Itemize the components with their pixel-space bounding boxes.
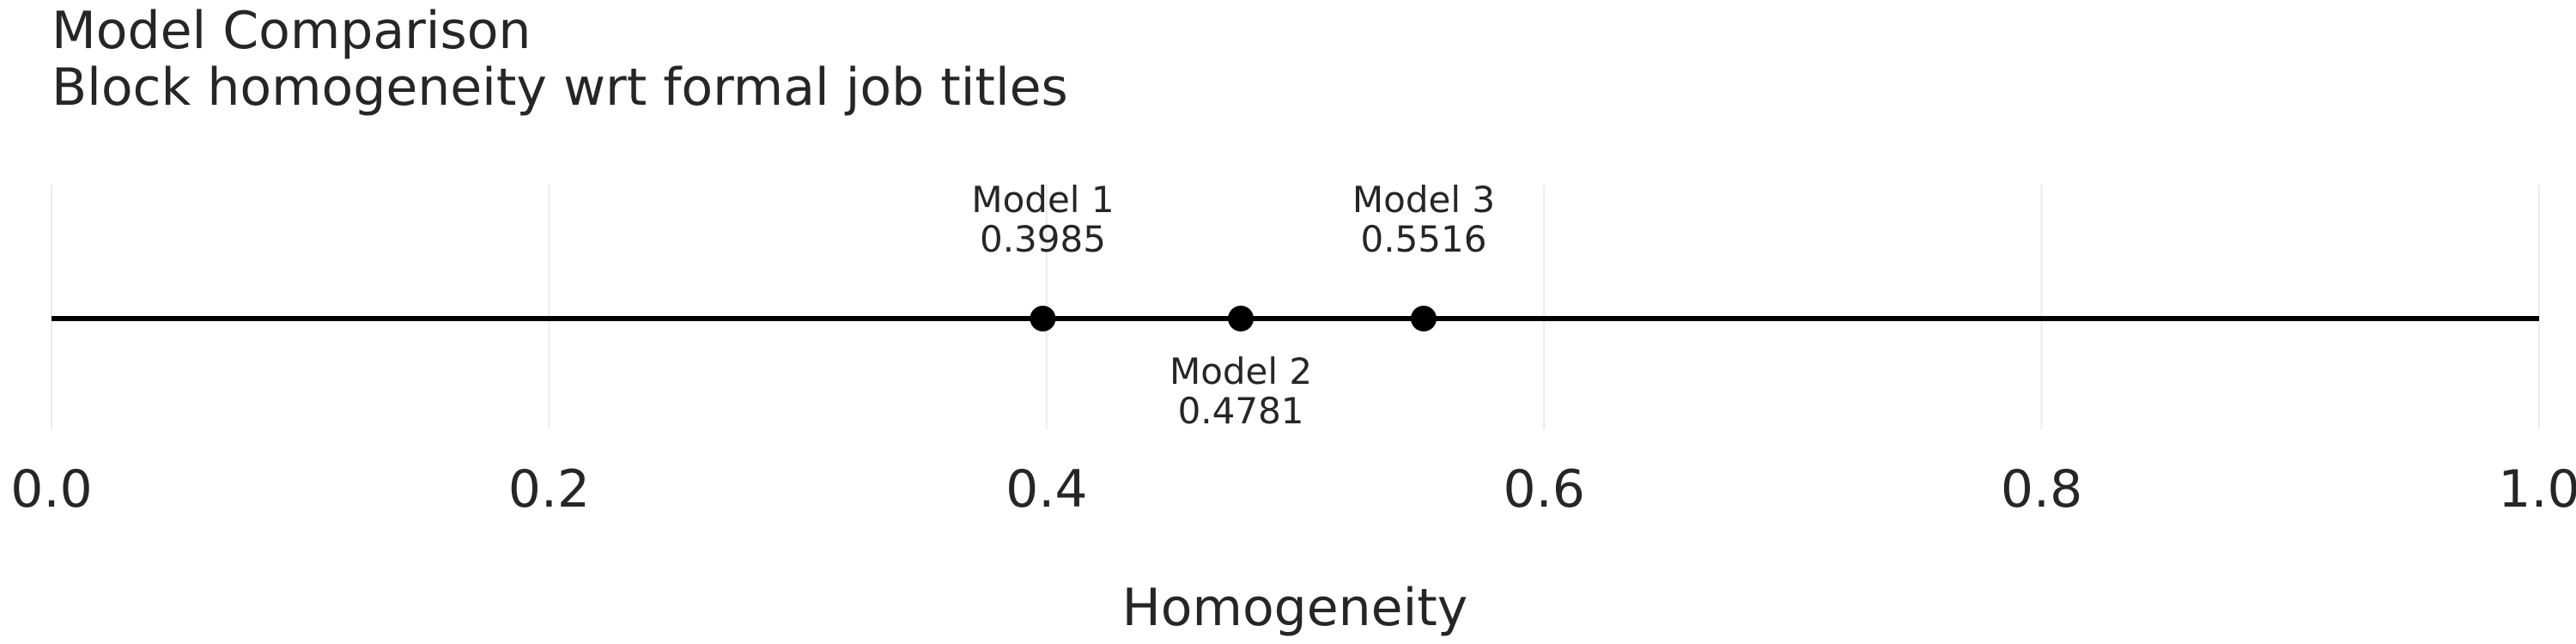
x-axis-ticks: 0.0 0.2 0.4 0.6 0.8 1.0 bbox=[10, 459, 2576, 519]
x-tick-label: 0.2 bbox=[508, 459, 590, 519]
point-label-name: Model 1 bbox=[971, 179, 1114, 221]
chart-subtitle: Block homogeneity wrt formal job titles bbox=[52, 58, 1068, 118]
point-label-name: Model 2 bbox=[1170, 350, 1312, 392]
point-label-name: Model 3 bbox=[1352, 179, 1495, 221]
x-tick-label: 0.8 bbox=[2001, 459, 2082, 519]
x-axis-label: Homogeneity bbox=[1122, 578, 1468, 638]
x-tick-label: 1.0 bbox=[2498, 459, 2576, 519]
point-label-value: 0.3985 bbox=[980, 218, 1106, 260]
data-point bbox=[1030, 306, 1056, 331]
chart-title: Model Comparison bbox=[52, 1, 531, 61]
point-labels: Model 10.3985 Model 20.4781 Model 30.5516 bbox=[971, 179, 1495, 432]
x-tick-label: 0.6 bbox=[1503, 459, 1584, 519]
data-point bbox=[1228, 306, 1255, 331]
point-label-value: 0.5516 bbox=[1361, 218, 1487, 260]
x-tick-label: 0.0 bbox=[10, 459, 92, 519]
point-label-value: 0.4781 bbox=[1178, 390, 1304, 432]
x-tick-label: 0.4 bbox=[1005, 459, 1087, 519]
data-points bbox=[1030, 306, 1437, 331]
data-point bbox=[1410, 306, 1437, 331]
